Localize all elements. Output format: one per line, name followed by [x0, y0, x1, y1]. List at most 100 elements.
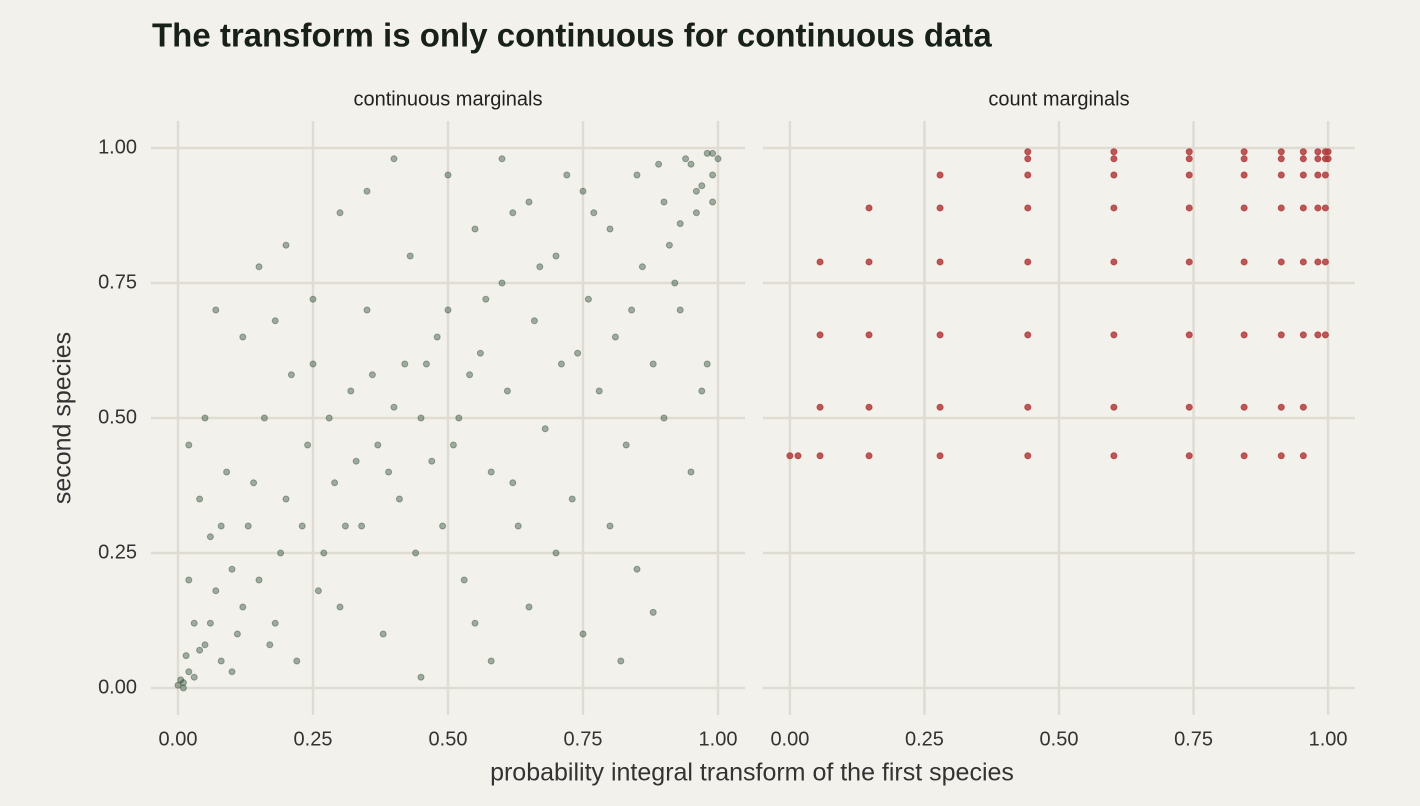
- point: [401, 360, 409, 368]
- point: [390, 403, 398, 411]
- point: [865, 452, 873, 460]
- point: [865, 204, 873, 212]
- point: [574, 349, 582, 357]
- facet-title: continuous marginals: [354, 88, 543, 110]
- point: [1024, 331, 1032, 339]
- point: [1299, 204, 1307, 212]
- point: [304, 441, 312, 449]
- point: [228, 565, 236, 573]
- point: [309, 295, 317, 303]
- point: [671, 279, 679, 287]
- point: [1185, 452, 1193, 460]
- point: [1321, 171, 1329, 179]
- x-tick-label: 0.25: [905, 728, 944, 750]
- point: [374, 441, 382, 449]
- point: [1277, 403, 1285, 411]
- point: [660, 198, 668, 206]
- point: [1185, 171, 1193, 179]
- point: [223, 468, 231, 476]
- point: [606, 522, 614, 530]
- point: [1321, 331, 1329, 339]
- x-tick-label: 0.00: [159, 728, 198, 750]
- point: [1277, 171, 1285, 179]
- point: [1314, 331, 1322, 339]
- point: [936, 331, 944, 339]
- point: [1314, 148, 1322, 156]
- point: [714, 155, 722, 163]
- point: [1185, 258, 1193, 266]
- point: [1299, 155, 1307, 163]
- point: [212, 587, 220, 595]
- point: [358, 522, 366, 530]
- point: [196, 646, 204, 654]
- point: [179, 684, 187, 692]
- point: [552, 549, 560, 557]
- point: [1299, 403, 1307, 411]
- point: [228, 668, 236, 676]
- point: [1321, 204, 1329, 212]
- point: [385, 468, 393, 476]
- point: [1185, 148, 1193, 156]
- point: [471, 619, 479, 627]
- facet-title: count marginals: [988, 88, 1129, 110]
- point: [185, 441, 193, 449]
- point: [196, 495, 204, 503]
- point: [794, 452, 802, 460]
- point: [206, 619, 214, 627]
- point: [1110, 258, 1118, 266]
- point: [444, 306, 452, 314]
- point: [1321, 258, 1329, 266]
- point: [816, 258, 824, 266]
- x-tick-label: 1.00: [1309, 728, 1348, 750]
- point: [487, 468, 495, 476]
- point: [293, 657, 301, 665]
- point: [244, 522, 252, 530]
- chart-title: The transform is only continuous for con…: [152, 17, 992, 54]
- point: [498, 279, 506, 287]
- point: [282, 241, 290, 249]
- x-tick-label: 0.00: [770, 728, 809, 750]
- point: [206, 533, 214, 541]
- point: [255, 576, 263, 584]
- x-tick-label: 0.50: [429, 728, 468, 750]
- point: [536, 263, 544, 271]
- point: [611, 333, 619, 341]
- point: [314, 587, 322, 595]
- point: [449, 441, 457, 449]
- point: [1240, 331, 1248, 339]
- point: [1110, 331, 1118, 339]
- point: [233, 630, 241, 638]
- point: [509, 209, 517, 217]
- point: [682, 155, 690, 163]
- point: [703, 360, 711, 368]
- point: [936, 258, 944, 266]
- point: [190, 673, 198, 681]
- point: [395, 495, 403, 503]
- point: [816, 452, 824, 460]
- point: [498, 155, 506, 163]
- y-tick-label: 1.00: [98, 136, 137, 158]
- point: [1324, 148, 1332, 156]
- point: [217, 522, 225, 530]
- point: [1024, 452, 1032, 460]
- point: [277, 549, 285, 557]
- point: [325, 414, 333, 422]
- point: [201, 414, 209, 422]
- point: [552, 252, 560, 260]
- point: [347, 387, 355, 395]
- point: [412, 549, 420, 557]
- point: [865, 258, 873, 266]
- point: [341, 522, 349, 530]
- point: [606, 225, 614, 233]
- point: [687, 468, 695, 476]
- x-tick-label: 0.25: [294, 728, 333, 750]
- point: [422, 360, 430, 368]
- point: [622, 441, 630, 449]
- point: [320, 549, 328, 557]
- point: [1024, 204, 1032, 212]
- point: [1024, 155, 1032, 163]
- point: [444, 171, 452, 179]
- point: [1024, 258, 1032, 266]
- point: [174, 681, 182, 689]
- point: [936, 452, 944, 460]
